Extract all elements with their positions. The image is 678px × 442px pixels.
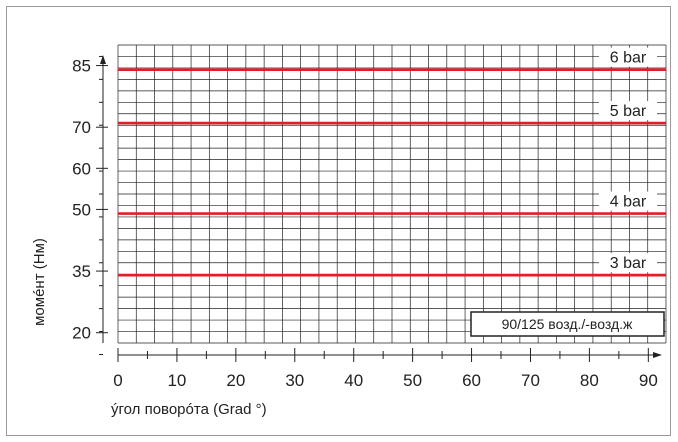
- series-label-bg: [599, 191, 657, 211]
- chart-series: [118, 47, 666, 277]
- series-label: 4 bar: [610, 194, 647, 211]
- series-label: 3 bar: [610, 255, 647, 272]
- y-axis-title: момéнт (Нм): [31, 238, 48, 326]
- y-tick-label: 50: [72, 200, 91, 219]
- y-tick-label: 20: [72, 324, 91, 343]
- series-label-bg: [599, 253, 657, 273]
- annotation-box: 90/125 возд./-возд.ж: [470, 311, 665, 337]
- series-label-bg: [599, 47, 657, 67]
- annotation-label: 90/125 возд./-возд.ж: [502, 316, 633, 332]
- series-label: 6 bar: [610, 50, 647, 67]
- x-tick-label: 0: [113, 371, 122, 390]
- y-tick-label: 85: [72, 57, 91, 76]
- series-label: 5 bar: [610, 103, 647, 120]
- series-label-bg: [599, 101, 657, 121]
- chart-labels: 20 35 50 60 70 85 0 10 20 30 40 50 60 70 80 90 6 bar 5 ba…: [72, 50, 658, 390]
- x-tick-label: 60: [462, 371, 481, 390]
- chart-axes: [96, 55, 662, 362]
- x-tick-label: 40: [344, 371, 363, 390]
- chart-grid: [117, 44, 667, 344]
- x-tick-label: 90: [639, 371, 658, 390]
- x-tick-label: 30: [285, 371, 304, 390]
- x-axis-arrow: [653, 352, 662, 358]
- x-tick-label: 70: [521, 371, 540, 390]
- x-tick-label: 10: [167, 371, 186, 390]
- y-axis-arrow: [100, 55, 106, 64]
- x-axis-title: ýгол поворóта (Grad °): [111, 401, 267, 418]
- chart-frame: [6, 6, 671, 436]
- x-tick-label: 80: [580, 371, 599, 390]
- y-tick-label: 35: [72, 262, 91, 281]
- y-tick-label: 70: [72, 118, 91, 137]
- x-tick-label: 50: [403, 371, 422, 390]
- y-tick-label: 60: [72, 159, 91, 178]
- x-tick-label: 20: [226, 371, 245, 390]
